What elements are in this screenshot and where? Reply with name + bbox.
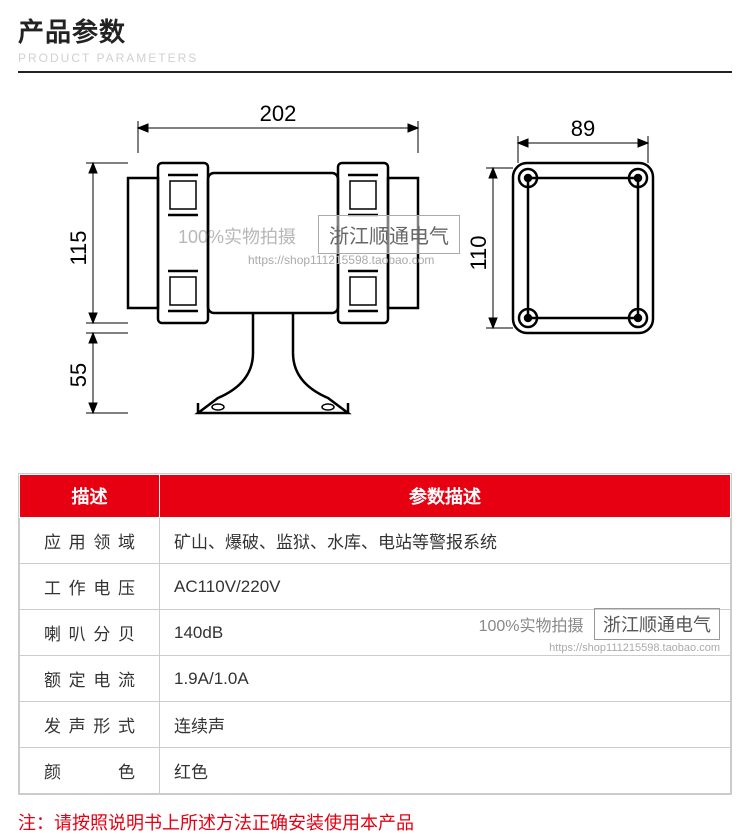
param-value: 1.9A/1.0A <box>160 656 731 702</box>
table-row: 额定电流1.9A/1.0A <box>20 656 731 702</box>
param-value: 连续声 <box>160 702 731 748</box>
table-row: 颜 色红色 <box>20 748 731 794</box>
dim-width-top: 202 <box>260 101 297 126</box>
watermark-text-2: 100%实物拍摄 <box>479 618 584 635</box>
header-divider <box>18 71 732 73</box>
installation-note: 注：请按照说明书上所述方法正确安装使用本产品 <box>18 809 732 835</box>
table-header-value: 参数描述 <box>160 475 731 518</box>
param-name: 喇叭分贝 <box>20 610 160 656</box>
param-name: 颜 色 <box>20 748 160 794</box>
table-header-desc: 描述 <box>20 475 160 518</box>
param-value: 矿山、爆破、监狱、水库、电站等警报系统 <box>160 518 731 564</box>
param-name: 工作电压 <box>20 564 160 610</box>
dim-side-height: 110 <box>466 235 491 270</box>
section-title-en: PRODUCT PARAMETERS <box>18 51 732 65</box>
watermark-url-1: https://shop111215598.taobao.com <box>248 253 434 267</box>
dim-height-lower: 55 <box>66 363 91 387</box>
watermark-brand-1: 浙江顺通电气 <box>318 215 460 254</box>
watermark-2: 100%实物拍摄 浙江顺通电气 https://shop111215598.ta… <box>479 608 720 654</box>
param-name: 额定电流 <box>20 656 160 702</box>
table-row: 应用领域矿山、爆破、监狱、水库、电站等警报系统 <box>20 518 731 564</box>
dim-side-width: 89 <box>571 116 595 141</box>
table-row: 工作电压AC110V/220V <box>20 564 731 610</box>
watermark-text-1: 100%实物拍摄 <box>178 223 296 249</box>
watermark-brand-2: 浙江顺通电气 <box>594 608 720 640</box>
dim-height-upper: 115 <box>66 230 91 265</box>
param-name: 应用领域 <box>20 518 160 564</box>
watermark-url-2: https://shop111215598.taobao.com <box>479 642 720 654</box>
technical-diagram: 202 115 55 <box>18 93 732 463</box>
param-value: AC110V/220V <box>160 564 731 610</box>
section-title-cn: 产品参数 <box>18 12 732 49</box>
param-name: 发声形式 <box>20 702 160 748</box>
param-value: 红色 <box>160 748 731 794</box>
table-row: 发声形式连续声 <box>20 702 731 748</box>
